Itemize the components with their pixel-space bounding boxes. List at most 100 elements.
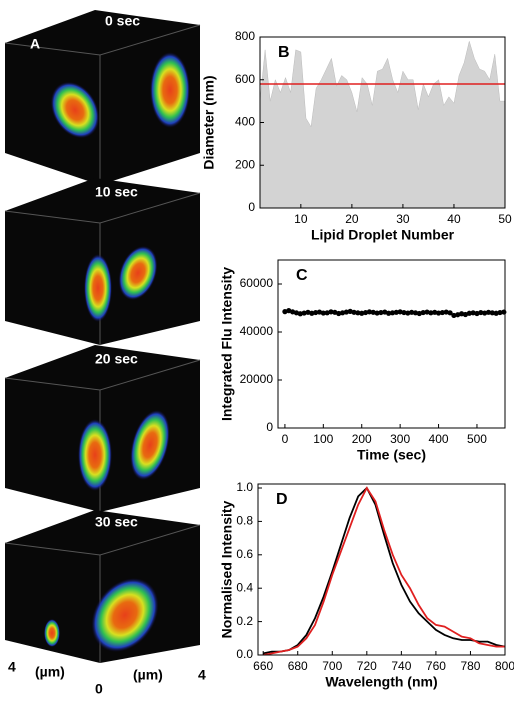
- point: [489, 310, 495, 316]
- x-tick-label: 40: [447, 212, 461, 226]
- point: [466, 310, 472, 316]
- point: [424, 309, 430, 315]
- panel-label: B: [278, 44, 290, 61]
- point: [362, 309, 369, 316]
- y-tick-label: 1.0: [236, 480, 253, 494]
- frame-label: 20 sec: [95, 351, 138, 367]
- point: [370, 309, 376, 315]
- y-tick-label: 0.2: [236, 614, 253, 628]
- plot-frame: [257, 483, 506, 656]
- cube: [4, 178, 201, 345]
- point: [320, 310, 326, 316]
- point: [482, 310, 488, 316]
- point: [439, 309, 445, 316]
- point: [493, 310, 499, 316]
- y-tick-label: 0.4: [236, 580, 253, 594]
- y-tick-label: 40000: [240, 324, 274, 338]
- line: [263, 486, 505, 655]
- point: [366, 309, 373, 315]
- panel-label: D: [276, 491, 288, 508]
- y-tick-label: 20000: [240, 372, 274, 386]
- point: [432, 309, 438, 315]
- x-tick-label: 800: [495, 659, 514, 673]
- panel-a: A 0 sec 10 sec 20 sec 30 sec 4 (µm) 0 (µ…: [4, 10, 206, 697]
- x-tick-label: 20: [345, 212, 359, 226]
- x-tick-label: 30: [396, 212, 410, 226]
- y-tick-label: 0.0: [236, 647, 253, 661]
- x-tick-label: 700: [322, 659, 342, 673]
- point: [458, 311, 465, 317]
- y-tick-label: 60000: [240, 276, 274, 290]
- x-tick-label: 740: [391, 659, 411, 673]
- point: [497, 309, 503, 316]
- x-tick-label: 500: [467, 432, 487, 446]
- y-axis-title: Diameter (nm): [201, 75, 217, 169]
- line: [263, 486, 505, 655]
- point: [478, 309, 484, 316]
- point: [451, 312, 457, 319]
- y-axis-title: Integrated Flu Intensity: [219, 267, 235, 421]
- x-tick-label: 0: [282, 432, 289, 446]
- point: [301, 310, 307, 316]
- y-tick-label: 800: [235, 29, 255, 43]
- point: [409, 309, 415, 315]
- cube: [4, 10, 201, 185]
- axis-label: 4: [198, 667, 206, 683]
- axis-label: 0: [95, 681, 103, 697]
- x-tick-label: 10: [294, 212, 308, 226]
- point: [447, 310, 453, 316]
- x-axis-title: Time (sec): [357, 447, 426, 463]
- y-tick-label: 0.6: [236, 547, 253, 561]
- panel-label: C: [296, 267, 308, 284]
- point: [397, 309, 403, 315]
- point: [339, 310, 346, 316]
- point: [501, 309, 507, 315]
- x-tick-label: 780: [460, 659, 480, 673]
- point: [351, 309, 357, 315]
- point: [405, 310, 411, 316]
- x-tick-label: 50: [498, 212, 512, 226]
- area: [260, 40, 505, 208]
- x-tick-label: 200: [352, 432, 372, 446]
- axis-label: (µm): [35, 664, 65, 680]
- y-tick-label: 0: [266, 420, 273, 434]
- panel-label: A: [30, 36, 40, 52]
- point: [328, 309, 334, 315]
- point: [393, 309, 399, 315]
- point: [309, 310, 315, 316]
- y-tick-label: 0.8: [236, 514, 253, 528]
- point: [412, 310, 419, 316]
- point: [443, 309, 449, 315]
- x-tick-label: 300: [390, 432, 410, 446]
- frame-label: 0 sec: [105, 13, 140, 29]
- plot-frame: [277, 259, 506, 429]
- point: [378, 309, 384, 316]
- point: [386, 310, 392, 316]
- cube: [4, 510, 201, 663]
- point: [359, 310, 365, 316]
- point: [389, 310, 396, 316]
- point: [343, 309, 349, 315]
- point: [313, 309, 319, 316]
- point: [355, 310, 361, 316]
- axis-label: (µm): [133, 667, 163, 683]
- point: [374, 310, 380, 316]
- frame-label: 30 sec: [95, 514, 138, 530]
- y-tick-label: 0: [248, 200, 255, 214]
- point: [428, 310, 434, 316]
- y-tick-label: 200: [235, 157, 255, 171]
- x-tick-label: 680: [288, 659, 308, 673]
- x-axis-title: Wavelength (nm): [325, 674, 437, 690]
- point: [336, 310, 342, 317]
- point: [401, 309, 407, 316]
- point: [435, 310, 442, 316]
- axis-label: 4: [8, 659, 16, 675]
- x-axis-title: Lipid Droplet Number: [311, 227, 455, 243]
- point: [470, 310, 476, 316]
- frame-label: 10 sec: [95, 184, 138, 200]
- point: [485, 309, 492, 315]
- point: [420, 309, 426, 316]
- x-tick-label: 100: [313, 432, 333, 446]
- x-tick-label: 720: [357, 659, 377, 673]
